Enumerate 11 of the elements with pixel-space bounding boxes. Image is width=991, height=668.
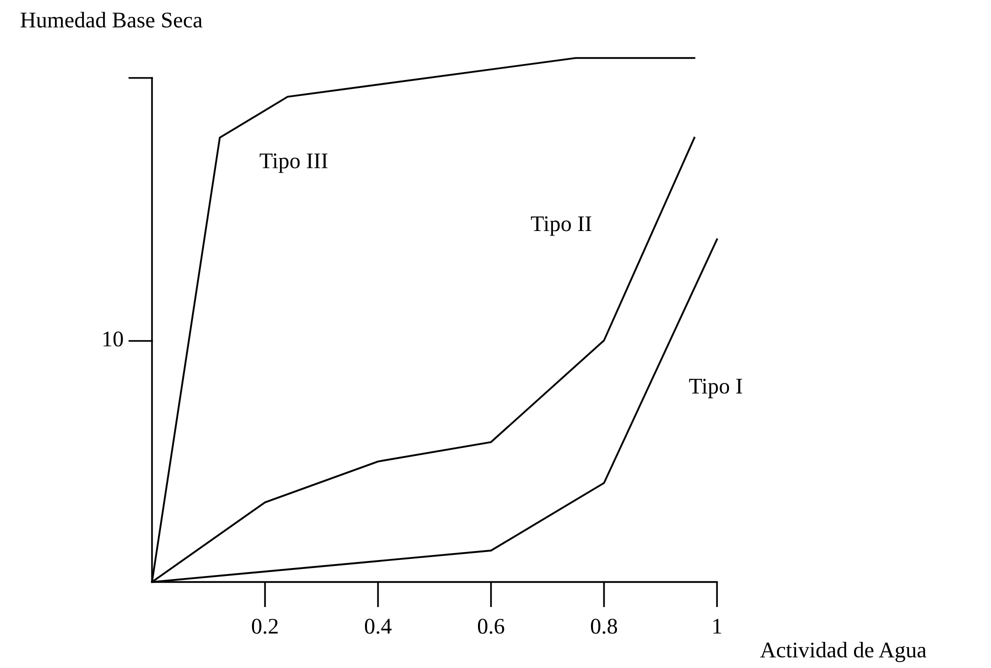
text: 10: [103, 332, 123, 347]
series-label: Tipo I: [689, 378, 742, 398]
x-tick-label: 0.6: [478, 618, 504, 634]
x-tick-label: 0.8: [590, 618, 618, 634]
y-axis-title: Humedad Base Seca: [20, 12, 202, 28]
x-axis-title: Actividad de Agua: [760, 642, 926, 662]
x-tick-label: 0.2: [252, 618, 278, 634]
x-tick-label: 0.4: [364, 618, 392, 634]
text: Tipo II: [530, 216, 592, 236]
x-tick-label: 1: [713, 618, 722, 634]
series-label: Tipo III: [260, 153, 328, 173]
